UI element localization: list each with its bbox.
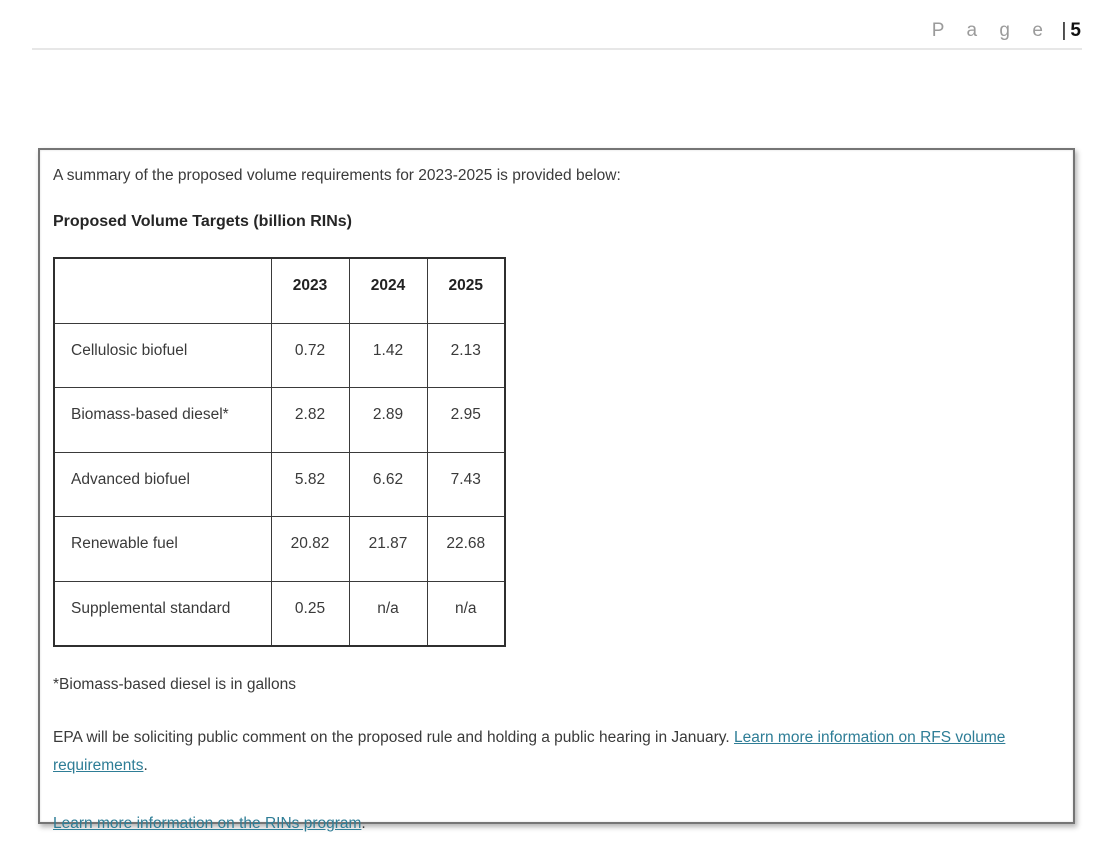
- rfs-volume-requirements-link[interactable]: Learn more information on RFS volume req…: [53, 728, 1006, 774]
- table-row: Advanced biofuel 5.82 6.62 7.43: [53, 451, 506, 517]
- cell-value: 2.13: [426, 322, 506, 388]
- page-separator: |: [1061, 20, 1067, 41]
- cell-value: 5.82: [270, 451, 350, 517]
- table-row: Renewable fuel 20.82 21.87 22.68: [53, 516, 506, 582]
- cell-value: 2.89: [348, 387, 428, 453]
- row-label: Renewable fuel: [53, 516, 272, 582]
- cell-value: 0.25: [270, 580, 350, 646]
- cell-value: 1.42: [348, 322, 428, 388]
- volume-targets-table: 2023 2024 2025 Cellulosic biofuel 0.72 1…: [53, 257, 506, 647]
- table-row: Biomass-based diesel* 2.82 2.89 2.95: [53, 387, 506, 453]
- epa-comment-text: EPA will be soliciting public comment on…: [53, 728, 734, 746]
- table-row: Cellulosic biofuel 0.72 1.42 2.13: [53, 322, 506, 388]
- cell-value: 2.95: [426, 387, 506, 453]
- epa-comment-paragraph: EPA will be soliciting public comment on…: [53, 724, 1061, 780]
- cell-value: 20.82: [270, 516, 350, 582]
- page-number-header: P a g e | 5: [932, 20, 1081, 42]
- cell-value: 7.43: [426, 451, 506, 517]
- sentence-period: .: [143, 756, 148, 774]
- cell-value: n/a: [426, 580, 506, 646]
- table-header-2025: 2025: [426, 257, 506, 324]
- table-header-empty: [53, 257, 272, 324]
- cell-value: 2.82: [270, 387, 350, 453]
- sentence-period: .: [361, 814, 366, 832]
- row-label: Supplemental standard: [53, 580, 272, 646]
- page-word: P a g e: [931, 20, 1052, 41]
- cell-value: 22.68: [426, 516, 506, 582]
- cell-value: 21.87: [348, 516, 428, 582]
- table-title: Proposed Volume Targets (billion RINs): [53, 213, 352, 230]
- summary-text: A summary of the proposed volume require…: [53, 167, 621, 184]
- table-header-2023: 2023: [270, 257, 350, 324]
- row-label: Biomass-based diesel*: [53, 387, 272, 453]
- cell-value: n/a: [348, 580, 428, 646]
- table-footnote: *Biomass-based diesel is in gallons: [53, 675, 296, 693]
- table-row: Supplemental standard 0.25 n/a n/a: [53, 580, 506, 646]
- content-frame: A summary of the proposed volume require…: [38, 148, 1075, 832]
- cell-value: 0.72: [270, 322, 350, 388]
- row-label: Cellulosic biofuel: [53, 322, 272, 388]
- header-divider: [32, 48, 1082, 50]
- table-header-2024: 2024: [348, 257, 428, 324]
- row-label: Advanced biofuel: [53, 451, 272, 517]
- page-number: 5: [1070, 20, 1081, 41]
- table-header-row: 2023 2024 2025: [53, 257, 506, 324]
- rins-program-link[interactable]: Learn more information on the RINs progr…: [53, 814, 362, 832]
- cell-value: 6.62: [348, 451, 428, 517]
- rins-program-paragraph: Learn more information on the RINs progr…: [53, 810, 1061, 838]
